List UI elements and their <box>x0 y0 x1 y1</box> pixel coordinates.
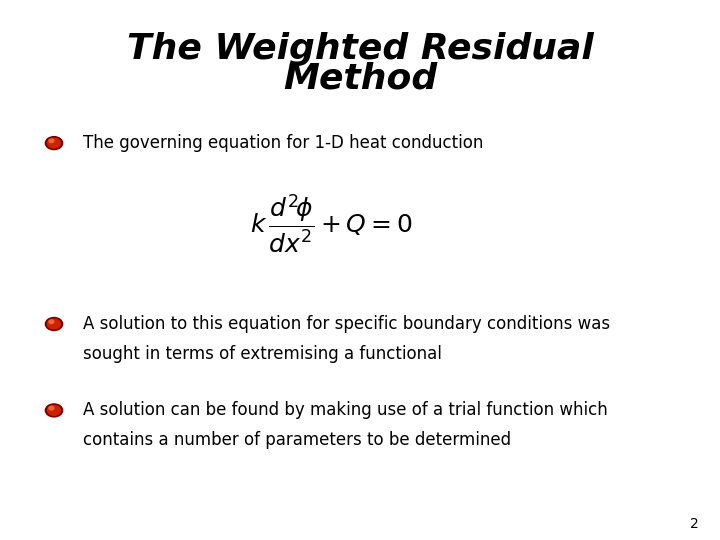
Circle shape <box>48 138 60 148</box>
Circle shape <box>45 404 63 417</box>
Text: $k\,\dfrac{d^2\!\phi}{dx^2}+Q=0$: $k\,\dfrac{d^2\!\phi}{dx^2}+Q=0$ <box>250 193 413 255</box>
Text: Method: Method <box>283 62 437 95</box>
Text: The Weighted Residual: The Weighted Residual <box>127 32 593 65</box>
Text: contains a number of parameters to be determined: contains a number of parameters to be de… <box>83 431 511 449</box>
Text: sought in terms of extremising a functional: sought in terms of extremising a functio… <box>83 345 441 363</box>
Text: 2: 2 <box>690 517 698 531</box>
Circle shape <box>49 139 54 143</box>
Text: The governing equation for 1-D heat conduction: The governing equation for 1-D heat cond… <box>83 134 483 152</box>
Circle shape <box>45 137 63 150</box>
Text: A solution to this equation for specific boundary conditions was: A solution to this equation for specific… <box>83 315 610 333</box>
Text: A solution can be found by making use of a trial function which: A solution can be found by making use of… <box>83 401 608 420</box>
Circle shape <box>45 318 63 330</box>
Circle shape <box>49 320 54 323</box>
Circle shape <box>49 406 54 410</box>
Circle shape <box>48 406 60 415</box>
Circle shape <box>48 319 60 329</box>
